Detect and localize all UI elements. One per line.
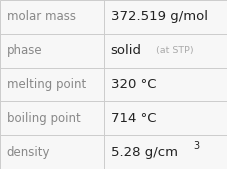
Text: 320 °C: 320 °C (110, 78, 155, 91)
Text: 5.28 g/cm: 5.28 g/cm (110, 146, 177, 159)
Text: (at STP): (at STP) (155, 46, 193, 55)
Text: solid: solid (110, 44, 141, 57)
Text: density: density (7, 146, 50, 159)
Text: phase: phase (7, 44, 42, 57)
Text: boiling point: boiling point (7, 112, 80, 125)
Text: 372.519 g/mol: 372.519 g/mol (110, 10, 207, 23)
Text: melting point: melting point (7, 78, 86, 91)
Text: 3: 3 (193, 141, 199, 151)
Text: 714 °C: 714 °C (110, 112, 155, 125)
Text: molar mass: molar mass (7, 10, 76, 23)
